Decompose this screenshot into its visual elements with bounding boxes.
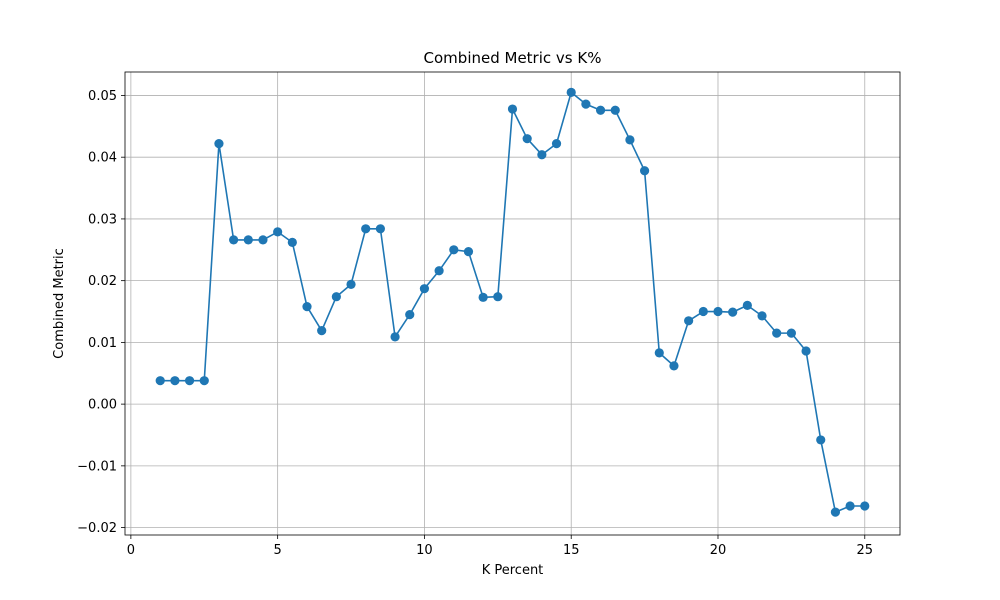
x-tick-label: 0 (127, 543, 135, 558)
data-point (522, 134, 532, 144)
data-point (331, 292, 341, 302)
y-tick-label: 0.00 (88, 398, 117, 413)
data-point (419, 284, 430, 294)
chart-title: Combined Metric vs K% (424, 49, 602, 67)
data-point (463, 247, 474, 257)
x-tick-label: 25 (856, 543, 873, 558)
data-point (155, 376, 165, 386)
data-point (375, 224, 385, 234)
data-point (170, 376, 180, 386)
data-point (698, 306, 708, 317)
data-point (566, 87, 576, 97)
data-point (361, 224, 371, 234)
data-point (610, 105, 620, 115)
y-tick-label: 0.04 (88, 151, 117, 166)
data-point (537, 150, 547, 160)
data-point (507, 104, 518, 114)
plot-area (124, 71, 901, 536)
data-point (346, 279, 356, 289)
data-point (830, 507, 841, 517)
y-tick-label: 0.01 (88, 336, 117, 351)
data-point (757, 311, 767, 321)
data-point (654, 348, 664, 358)
data-point (728, 307, 738, 317)
data-point (229, 235, 239, 245)
data-point (786, 328, 796, 338)
x-tick-label: 5 (274, 543, 282, 558)
data-point (801, 346, 811, 356)
data-point (860, 501, 870, 511)
data-point (551, 139, 562, 149)
x-tick-label: 10 (416, 543, 433, 558)
y-tick-label: −0.01 (77, 459, 117, 474)
data-point (742, 300, 752, 310)
data-point (287, 237, 297, 247)
y-tick-label: −0.02 (77, 521, 117, 536)
data-point (713, 306, 723, 317)
data-point (273, 227, 283, 237)
y-tick-label: 0.02 (88, 274, 117, 289)
axis-ticks: 0 5 10 15 20 25 −0.02 −0.01 0.00 0.01 0.02 0.03 0.04… (77, 89, 873, 558)
data-point (625, 135, 635, 145)
data-point (478, 292, 488, 302)
data-point (390, 332, 400, 342)
x-axis-title: K Percent (482, 563, 544, 578)
data-point (684, 316, 694, 326)
data-point (772, 328, 782, 338)
data-point (581, 99, 591, 109)
data-point (595, 105, 606, 115)
data-point (405, 310, 415, 320)
y-tick-label: 0.05 (88, 89, 117, 104)
data-point (449, 245, 459, 255)
data-point (243, 235, 253, 245)
series-layer (155, 87, 870, 517)
data-point (258, 235, 268, 245)
data-point (302, 301, 312, 312)
x-tick-label: 20 (710, 543, 727, 558)
y-tick-label: 0.03 (88, 212, 117, 227)
x-tick-label: 15 (563, 543, 580, 558)
data-point (669, 361, 679, 371)
data-point (493, 292, 503, 302)
grid (125, 72, 900, 535)
data-point (816, 435, 826, 445)
data-point (434, 266, 444, 276)
y-axis-title: Combined Metric (52, 248, 67, 359)
data-point (214, 139, 224, 149)
data-point (845, 501, 855, 511)
data-point (199, 376, 209, 386)
data-point (640, 166, 650, 176)
data-point (317, 326, 327, 336)
data-point (184, 376, 195, 386)
